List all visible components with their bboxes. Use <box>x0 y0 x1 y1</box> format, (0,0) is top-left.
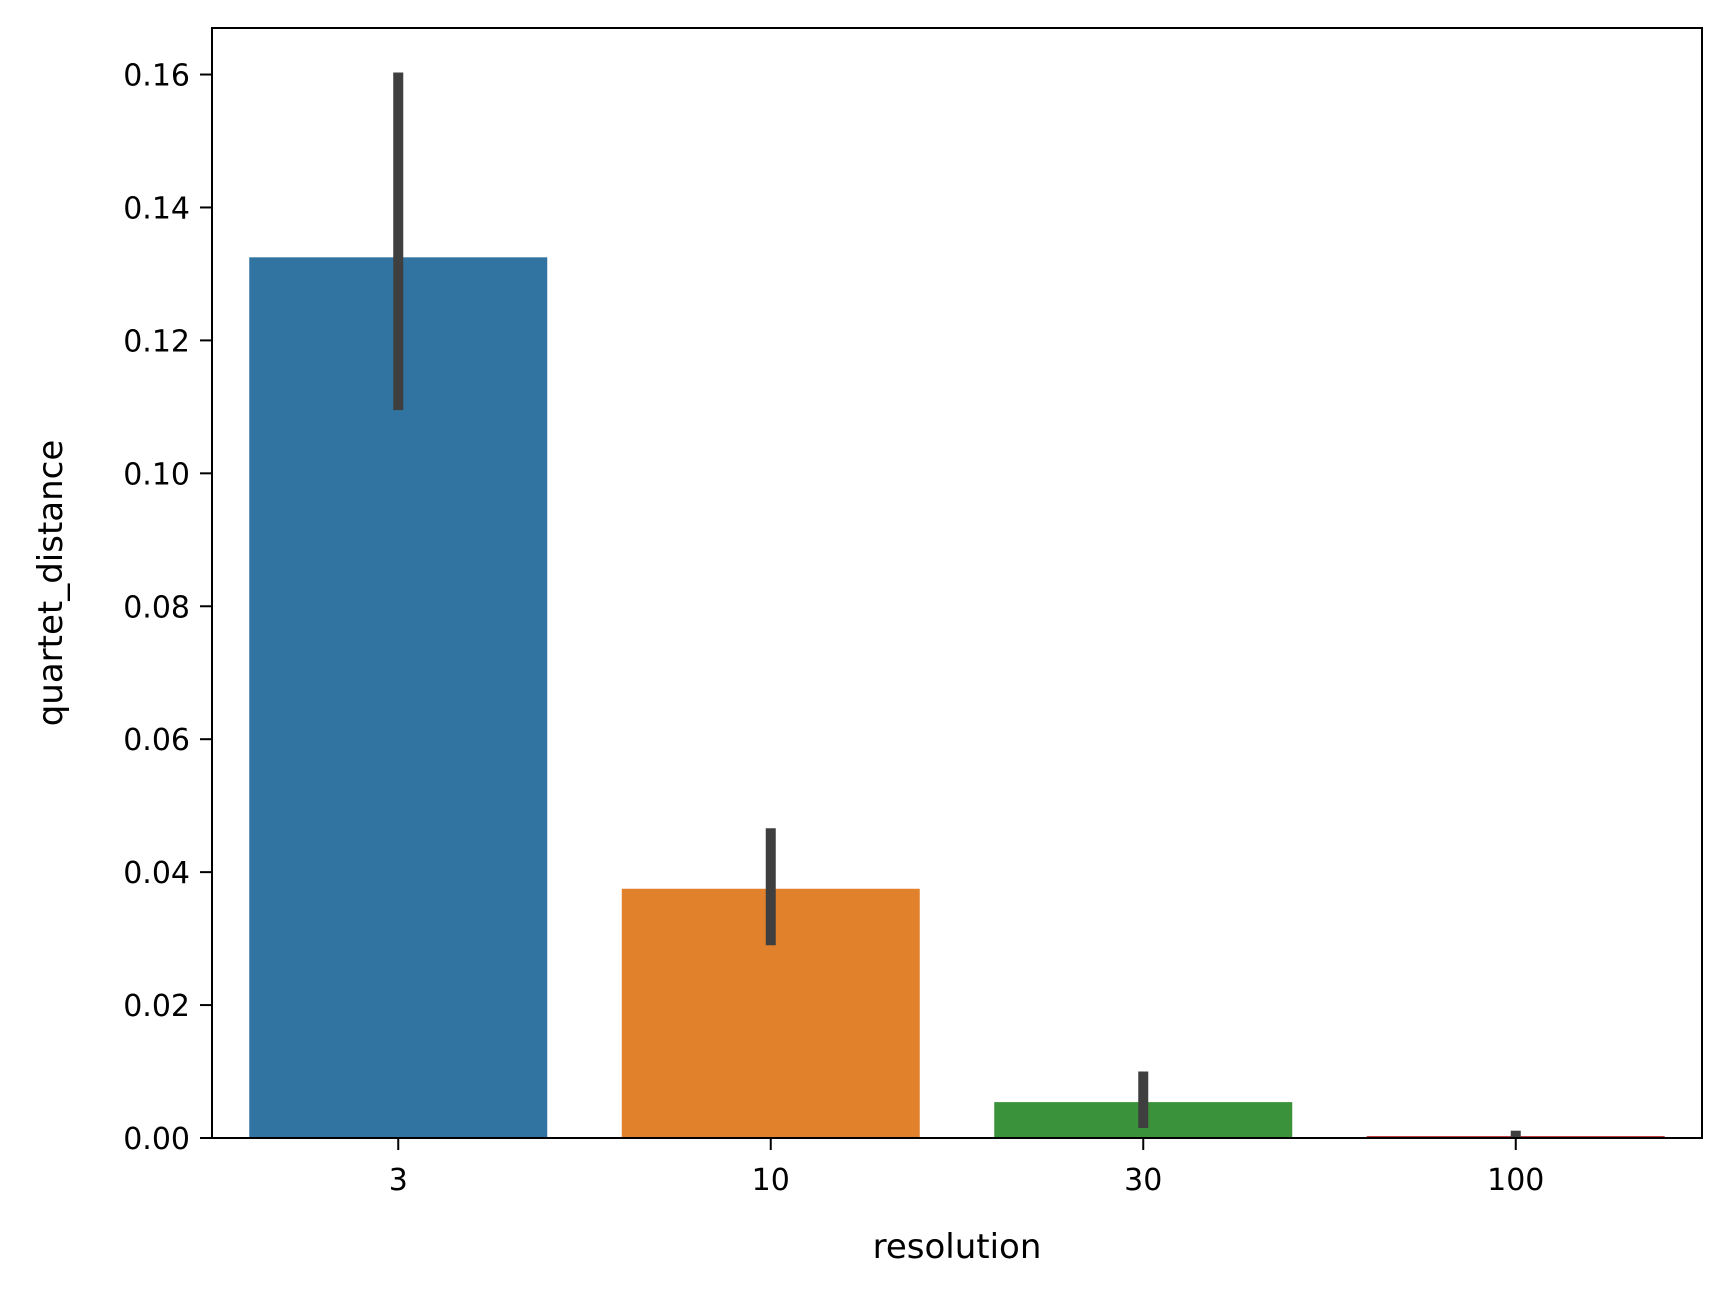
plot-frame <box>211 27 1703 1139</box>
x-tick-label-10: 10 <box>752 1163 790 1198</box>
y-tick-label: 0.16 <box>123 59 190 94</box>
y-axis-label: quartet_distance <box>31 440 71 727</box>
x-axis: 3 10 30 100 <box>389 1138 1544 1198</box>
y-tick-label: 0.12 <box>123 324 190 359</box>
y-tick-label: 0.10 <box>123 457 190 492</box>
y-tick-label: 0.14 <box>123 191 190 226</box>
bars-group <box>249 257 1665 1138</box>
y-tick-label: 0.02 <box>123 989 190 1024</box>
y-tick-label: 0.00 <box>123 1122 190 1157</box>
y-axis: 0.00 0.02 0.04 0.06 0.08 0.10 0.12 0.14 0.16 <box>123 59 212 1157</box>
y-tick-label: 0.08 <box>123 590 190 625</box>
y-tick-label: 0.06 <box>123 723 190 758</box>
error-bars-group <box>393 72 1521 1138</box>
y-tick-label: 0.04 <box>123 856 190 891</box>
x-tick-label-100: 100 <box>1487 1163 1544 1198</box>
x-tick-label-3: 3 <box>389 1163 408 1198</box>
x-axis-label: resolution <box>873 1227 1042 1267</box>
x-tick-label-30: 30 <box>1124 1163 1162 1198</box>
